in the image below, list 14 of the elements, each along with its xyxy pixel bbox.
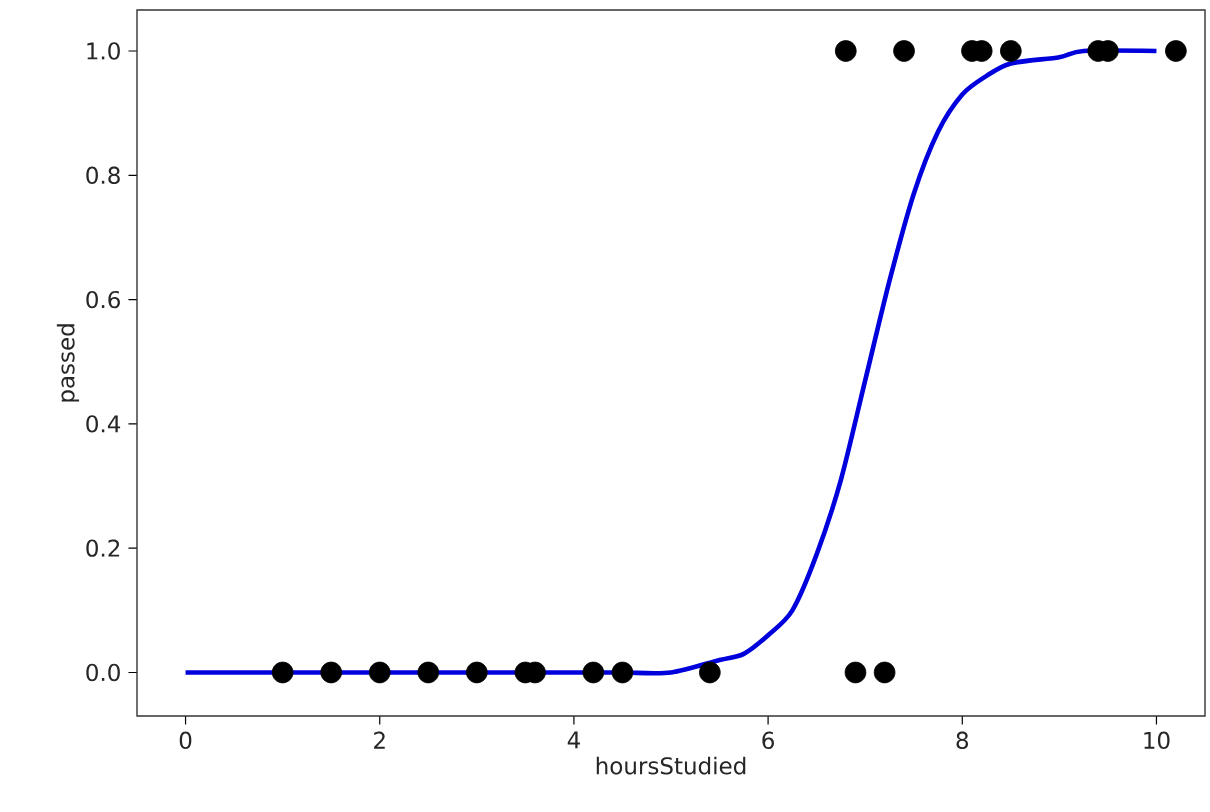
y-tick-label: 0.4 — [86, 415, 121, 433]
y-axis-title: passed — [56, 324, 80, 402]
y-tick-label: 1.0 — [87, 42, 120, 60]
x-tick-label: 0 — [179, 731, 192, 749]
y-tick-label: 0.0 — [86, 663, 120, 682]
x-tick-label: 10 — [1144, 731, 1170, 749]
x-axis-title: hoursStudied — [596, 756, 746, 775]
x-tick-label: 8 — [956, 731, 969, 749]
x-tick-label: 2 — [374, 731, 385, 749]
y-tick-label: 0.2 — [86, 539, 120, 557]
y-tick-label: 0.8 — [86, 166, 120, 184]
x-tick-label: 6 — [762, 731, 774, 749]
y-tick-label: 0.6 — [86, 290, 120, 309]
x-tick-label: 4 — [567, 731, 580, 749]
